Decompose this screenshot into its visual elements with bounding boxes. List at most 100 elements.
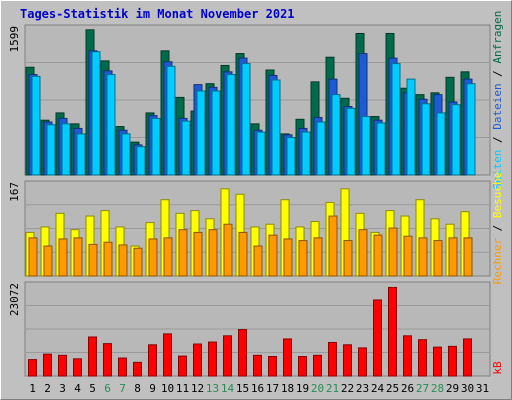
bar-rechner-12 bbox=[193, 231, 203, 277]
bar-kb-28 bbox=[433, 346, 442, 377]
bar-rechner-4 bbox=[73, 237, 83, 277]
bar-seiten-24 bbox=[376, 122, 386, 176]
xtick-day-2: 2 bbox=[44, 382, 51, 395]
bar-rechner-15 bbox=[238, 231, 248, 277]
bar-rechner-20 bbox=[313, 237, 323, 277]
xtick-day-16: 16 bbox=[251, 382, 264, 395]
xtick-day-30: 30 bbox=[461, 382, 474, 395]
bar-rechner-14 bbox=[223, 223, 233, 277]
bar-seiten-3 bbox=[61, 123, 71, 176]
bar-seiten-2 bbox=[46, 124, 56, 176]
xtick-day-19: 19 bbox=[296, 382, 309, 395]
bar-rechner-28 bbox=[433, 240, 443, 277]
xtick-day-1: 1 bbox=[29, 382, 36, 395]
bar-seiten-19 bbox=[301, 131, 311, 176]
bar-rechner-30 bbox=[463, 237, 473, 277]
bar-seiten-22 bbox=[346, 107, 356, 176]
xtick-day-29: 29 bbox=[446, 382, 459, 395]
xtick-day-8: 8 bbox=[134, 382, 141, 395]
bar-seiten-7 bbox=[121, 133, 131, 176]
bar-kb-4 bbox=[73, 358, 82, 377]
bar-rechner-18 bbox=[283, 238, 293, 277]
bar-kb-25 bbox=[388, 286, 397, 377]
xtick-day-27: 27 bbox=[416, 382, 429, 395]
bar-rechner-23 bbox=[358, 229, 368, 277]
bar-rechner-25 bbox=[388, 227, 398, 277]
bar-kb-18 bbox=[283, 338, 292, 377]
bar-rechner-3 bbox=[58, 238, 68, 277]
bar-kb-10 bbox=[163, 333, 172, 377]
xtick-day-4: 4 bbox=[74, 382, 81, 395]
bar-kb-6 bbox=[103, 343, 112, 377]
xtick-day-25: 25 bbox=[386, 382, 399, 395]
bar-seiten-11 bbox=[181, 120, 191, 176]
ytick-max-middle: 167 bbox=[8, 182, 21, 202]
xtick-day-24: 24 bbox=[371, 382, 385, 395]
xtick-day-22: 22 bbox=[341, 382, 354, 395]
bar-kb-12 bbox=[193, 343, 202, 377]
bar-rechner-22 bbox=[343, 240, 353, 277]
bar-seiten-21 bbox=[331, 94, 341, 176]
xtick-day-6: 6 bbox=[104, 382, 111, 395]
bar-kb-22 bbox=[343, 344, 352, 377]
bar-kb-2 bbox=[43, 353, 52, 377]
bar-kb-7 bbox=[118, 357, 127, 377]
bar-seiten-10 bbox=[166, 65, 176, 176]
bar-rechner-29 bbox=[448, 237, 458, 277]
bar-kb-29 bbox=[448, 345, 457, 377]
bar-seiten-4 bbox=[76, 133, 86, 176]
xtick-day-18: 18 bbox=[281, 382, 294, 395]
xtick-day-20: 20 bbox=[311, 382, 324, 395]
bar-rechner-7 bbox=[118, 244, 128, 277]
bar-rechner-8 bbox=[133, 247, 143, 277]
bar-rechner-13 bbox=[208, 229, 218, 277]
bar-seiten-5 bbox=[91, 51, 101, 176]
bar-rechner-26 bbox=[403, 235, 413, 277]
bar-seiten-14 bbox=[226, 74, 236, 176]
bar-seiten-9 bbox=[151, 117, 161, 176]
bar-kb-8 bbox=[133, 361, 142, 377]
bar-seiten-28 bbox=[436, 112, 446, 176]
bar-kb-13 bbox=[208, 341, 217, 377]
bar-seiten-23 bbox=[361, 116, 371, 176]
bar-kb-21 bbox=[328, 341, 337, 377]
bar-kb-3 bbox=[58, 354, 67, 377]
bar-rechner-11 bbox=[178, 229, 188, 277]
xtick-day-21: 21 bbox=[326, 382, 339, 395]
bar-kb-27 bbox=[418, 339, 427, 377]
bar-rechner-9 bbox=[148, 238, 158, 277]
right-label-bottom: kB bbox=[491, 361, 504, 375]
bar-kb-15 bbox=[238, 329, 247, 377]
bar-seiten-26 bbox=[406, 78, 416, 176]
bar-rechner-17 bbox=[268, 234, 278, 277]
bar-seiten-6 bbox=[106, 74, 116, 176]
bar-kb-20 bbox=[313, 354, 322, 377]
bar-rechner-1 bbox=[28, 237, 38, 277]
xtick-day-28: 28 bbox=[431, 382, 444, 395]
right-label-middle: Rechner / Besuche bbox=[491, 172, 504, 285]
bar-rechner-6 bbox=[103, 241, 113, 277]
bar-kb-16 bbox=[253, 354, 262, 377]
xtick-day-7: 7 bbox=[119, 382, 126, 395]
bar-kb-14 bbox=[223, 335, 232, 377]
bar-kb-19 bbox=[298, 355, 307, 377]
bar-kb-30 bbox=[463, 338, 472, 377]
bar-rechner-2 bbox=[43, 245, 53, 277]
right-label-top: Seiten / Dateien / Anfragen bbox=[491, 11, 504, 190]
bar-rechner-21 bbox=[328, 215, 338, 277]
bar-kb-23 bbox=[358, 347, 367, 377]
bar-kb-17 bbox=[268, 355, 277, 377]
bar-kb-11 bbox=[178, 355, 187, 377]
bar-kb-9 bbox=[148, 344, 157, 377]
bar-rechner-16 bbox=[253, 245, 263, 277]
xtick-day-17: 17 bbox=[266, 382, 279, 395]
bar-seiten-15 bbox=[241, 63, 251, 176]
xtick-day-14: 14 bbox=[221, 382, 235, 395]
bar-kb-24 bbox=[373, 299, 382, 377]
bar-rechner-27 bbox=[418, 237, 428, 277]
xtick-day-11: 11 bbox=[176, 382, 189, 395]
chart-title: Tages-Statistik im Monat November 2021 bbox=[20, 7, 295, 21]
bar-seiten-1 bbox=[31, 75, 41, 176]
xtick-day-15: 15 bbox=[236, 382, 249, 395]
